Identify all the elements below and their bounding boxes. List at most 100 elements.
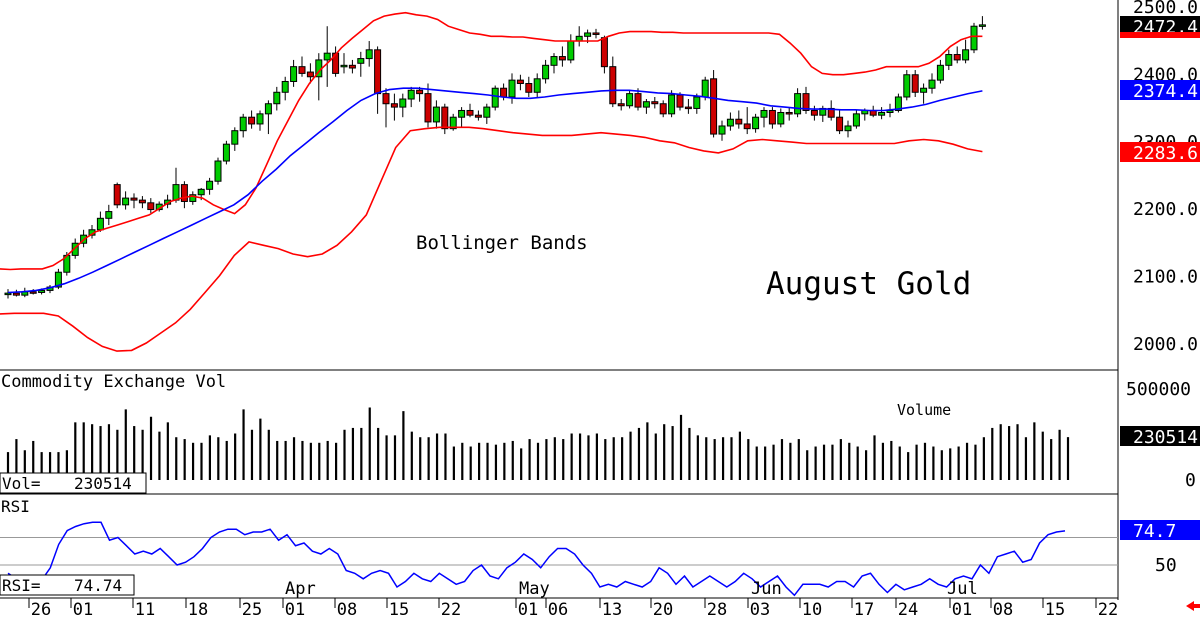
candle-body [810, 109, 818, 116]
candle-body [357, 58, 365, 64]
x-axis-label: 08 [337, 600, 357, 620]
middle-bollinger-band [7, 87, 983, 294]
candle-body [54, 271, 62, 288]
volume-panel-title: Commodity Exchange Vol [1, 372, 226, 392]
candle-body [222, 143, 230, 162]
candle-body [978, 24, 986, 27]
candle-body [474, 114, 482, 118]
candle-body [491, 87, 499, 108]
x-axis-label: 28 [707, 600, 727, 620]
x-axis-label: 22 [1098, 600, 1118, 620]
candle-body [710, 78, 718, 135]
candle-body [609, 66, 617, 105]
x-axis-label: 01 [285, 600, 305, 620]
candle-body [374, 49, 382, 95]
candle-body [752, 116, 760, 130]
candle-body [298, 66, 306, 74]
candle-body [617, 103, 625, 107]
volume-panel: 500000 0 230514 Vol= 230514 [0, 379, 1200, 495]
volume-readout-box [0, 472, 147, 494]
candle-body [340, 64, 348, 68]
rsi-panel-title: RSI [1, 497, 30, 516]
candle-body [785, 111, 793, 115]
candle-body [936, 64, 944, 81]
chart-title: August Gold [766, 266, 971, 302]
lower-bollinger-band [0, 126, 983, 352]
candle-body [827, 107, 835, 118]
candle-body [836, 116, 844, 132]
candle-body [432, 106, 440, 123]
candle-body [4, 292, 12, 296]
x-axis-label: 01 [518, 600, 538, 620]
candle-body [777, 111, 785, 125]
candle-body [122, 197, 130, 206]
candle-body [928, 79, 936, 89]
candle-body [248, 116, 256, 125]
x-axis-label: 20 [653, 600, 673, 620]
candle-body [105, 211, 113, 219]
scroll-left-icon [1186, 601, 1200, 611]
candle-body [558, 56, 566, 61]
candle-body [516, 79, 524, 85]
candle-body [600, 37, 608, 68]
candle-body [911, 74, 919, 93]
candle-body [550, 56, 558, 66]
candle-body [794, 93, 802, 115]
last-price-tag-bg [1120, 16, 1200, 36]
candle-body [113, 184, 121, 206]
candle-body [466, 109, 474, 116]
price-axis-label: 2000.0 [1133, 334, 1198, 355]
bollinger-bands-label: Bollinger Bands [416, 232, 588, 254]
candle-body [197, 188, 205, 196]
candle-body [332, 52, 340, 74]
candle-body [231, 130, 239, 145]
x-axis-label: 11 [135, 600, 155, 620]
candle-body [256, 113, 264, 125]
x-axis-label: 22 [441, 600, 461, 620]
price-axis-label: 2200.0 [1133, 199, 1198, 220]
candle-body [945, 54, 953, 66]
candle-body [290, 66, 298, 82]
candle-body [920, 87, 928, 93]
candle-body [584, 32, 592, 37]
candle-body [399, 98, 407, 108]
candle-body [718, 125, 726, 135]
price-axis-label: 2100.0 [1133, 267, 1198, 288]
candle-body [365, 49, 373, 60]
month-label: Jun [751, 579, 782, 599]
rsi-readout-label: RSI= [2, 576, 41, 595]
month-label: Jul [947, 579, 978, 599]
volume-axis-label: 0 [1185, 470, 1196, 491]
candle-body [189, 194, 197, 202]
candle-body [38, 289, 46, 293]
rsi-line [7, 521, 1066, 597]
candle-body [592, 32, 600, 35]
middle-band-tag-bg [1120, 80, 1200, 100]
lower-band-tag-bg [1120, 142, 1200, 162]
candle-body [903, 74, 911, 98]
price-axis-label: 2500.0 [1133, 0, 1198, 18]
candle-body [735, 118, 743, 125]
candle-body [726, 118, 734, 127]
volume-series-label: Volume [897, 401, 951, 419]
rsi-readout-box [0, 574, 135, 596]
rsi-last-tag-bg [1120, 520, 1200, 540]
candle-body [962, 49, 970, 61]
candle-body [348, 64, 356, 69]
volume-readout-value: 230514 [74, 474, 132, 493]
candle-body [743, 123, 751, 130]
candle-body [852, 113, 860, 127]
candle-body [323, 52, 331, 61]
candle-body [96, 217, 104, 231]
middle-band-tag: 2374.4 [1133, 81, 1198, 102]
candle-body [214, 160, 222, 182]
candle-body [273, 91, 281, 105]
x-axis-label: 18 [188, 600, 208, 620]
candle-body [29, 291, 37, 294]
candle-body [878, 111, 886, 116]
candle-body [626, 93, 634, 107]
x-axis-label: 08 [993, 600, 1013, 620]
candle-body [970, 25, 978, 51]
candle-body [281, 80, 289, 93]
